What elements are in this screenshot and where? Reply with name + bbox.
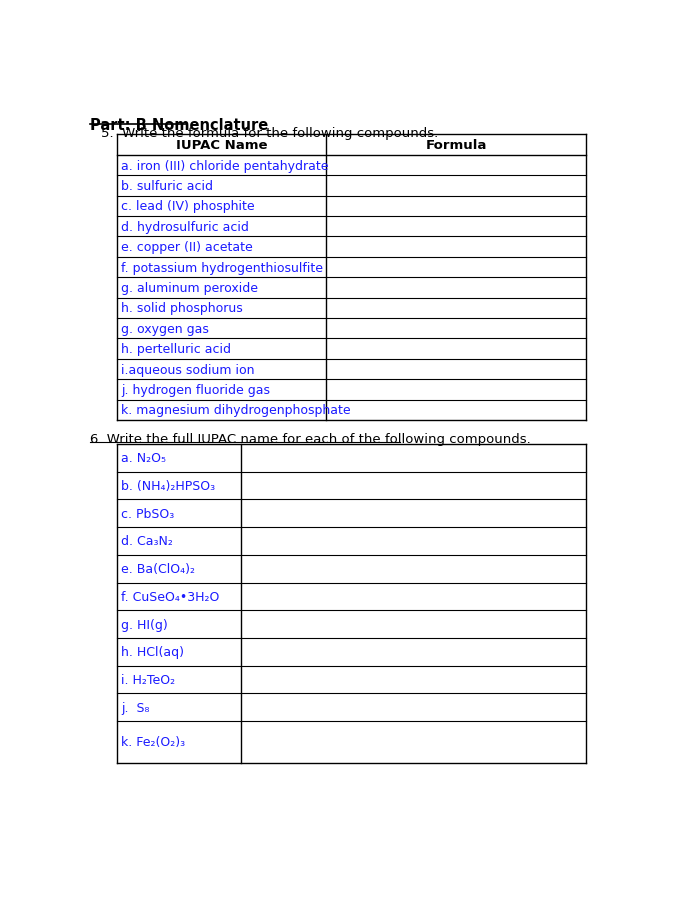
- Text: IUPAC Name: IUPAC Name: [176, 139, 267, 152]
- Text: f. CuSeO₄•3H₂O: f. CuSeO₄•3H₂O: [121, 591, 219, 603]
- Text: f. potassium hydrogenthiosulfite: f. potassium hydrogenthiosulfite: [121, 261, 323, 275]
- Text: d. Ca₃N₂: d. Ca₃N₂: [121, 535, 173, 548]
- Text: j.  S₈: j. S₈: [121, 701, 150, 714]
- Text: e. Ba(ClO₄)₂: e. Ba(ClO₄)₂: [121, 563, 195, 575]
- Text: e. copper (II) acetate: e. copper (II) acetate: [121, 241, 253, 254]
- Text: d. hydrosulfuric acid: d. hydrosulfuric acid: [121, 220, 249, 234]
- Text: k. Fe₂(O₂)₃: k. Fe₂(O₂)₃: [121, 736, 186, 749]
- Text: c. lead (IV) phosphite: c. lead (IV) phosphite: [121, 200, 255, 213]
- Text: Formula: Formula: [425, 139, 487, 152]
- Text: a. N₂O₅: a. N₂O₅: [121, 452, 166, 465]
- Text: c. PbSO₃: c. PbSO₃: [121, 507, 174, 520]
- Text: 6. Write the full IUPAC name for each of the following compounds.: 6. Write the full IUPAC name for each of…: [90, 433, 531, 446]
- Text: i.aqueous sodium ion: i.aqueous sodium ion: [121, 363, 255, 377]
- Text: a. iron (III) chloride pentahydrate: a. iron (III) chloride pentahydrate: [121, 159, 329, 172]
- Text: k. magnesium dihydrogenphosphate: k. magnesium dihydrogenphosphate: [121, 404, 351, 417]
- Text: g. oxygen gas: g. oxygen gas: [121, 322, 209, 335]
- Text: h. pertelluric acid: h. pertelluric acid: [121, 343, 232, 356]
- Text: h. solid phosphorus: h. solid phosphorus: [121, 302, 243, 315]
- Text: b. (NH₄)₂HPSO₃: b. (NH₄)₂HPSO₃: [121, 479, 215, 492]
- Text: i. H₂TeO₂: i. H₂TeO₂: [121, 674, 176, 686]
- Text: b. sulfuric acid: b. sulfuric acid: [121, 180, 213, 192]
- Text: h. HCl(aq): h. HCl(aq): [121, 646, 184, 658]
- Text: 5.  Write the formula for the following compounds.: 5. Write the formula for the following c…: [101, 126, 438, 140]
- Text: Part: B Nomenclature: Part: B Nomenclature: [90, 118, 269, 134]
- Text: j. hydrogen fluoride gas: j. hydrogen fluoride gas: [121, 384, 271, 396]
- Text: g. HI(g): g. HI(g): [121, 618, 168, 631]
- Text: g. aluminum peroxide: g. aluminum peroxide: [121, 282, 258, 294]
